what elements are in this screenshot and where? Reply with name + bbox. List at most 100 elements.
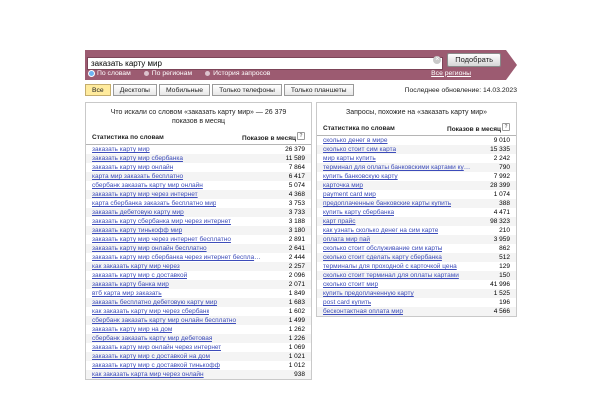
all-regions-link[interactable]: Все регионы [431, 69, 471, 77]
impressions-value: 2 096 [288, 272, 305, 280]
mode-tab-by-words[interactable]: По словам [89, 70, 131, 77]
table-row: заказать карту мир с доставкой на дом 1 0… [86, 352, 311, 362]
impressions-value: 3 753 [288, 200, 305, 208]
impressions-value: 1 525 [493, 290, 510, 298]
table-row: как заказать карту мир через сбербанк 1 6… [86, 307, 311, 316]
keyword-link[interactable]: купить предоплаченную карту [323, 290, 414, 298]
table-row: карточка мир 28 399 [317, 181, 516, 191]
keyword-link[interactable]: заказать карту мир на дом [92, 326, 173, 334]
keyword-link[interactable]: карта мир заказать бесплатно [92, 173, 184, 181]
table-row: как заказать карта мир через онлайн 938 [86, 370, 311, 380]
keyword-link[interactable]: как заказать карта мир через онлайн [92, 371, 204, 379]
table-row: сколько стоит обслуживание сим карты 862 [317, 244, 516, 253]
keyword-link[interactable]: заказать карту мир сбербанка [92, 155, 183, 163]
keyword-link[interactable]: заказать карту мир через интернет беспла… [92, 236, 231, 244]
keyword-link[interactable]: сбербанк заказать карту мир онлайн [92, 182, 203, 190]
keyword-link[interactable]: сколько стоит сделать карту сбербанка [323, 254, 442, 262]
impressions-value: 3 959 [493, 236, 510, 244]
keyword-link[interactable]: карта сбербанка заказать бесплатно мир [92, 200, 217, 208]
keyword-link[interactable]: заказать карту мир с доставкой на дом [92, 353, 210, 361]
keyword-link[interactable]: заказать бесплатно дебетовую карту мир [92, 299, 218, 307]
impressions-value: 150 [499, 272, 510, 280]
device-tab-all[interactable]: Все [85, 84, 111, 96]
table-row: сбербанк заказать карту мир онлайн 5 074 [86, 181, 311, 190]
panel-searched-with-word: Что искали со словом «заказать карту мир… [85, 102, 312, 381]
search-input[interactable] [87, 57, 443, 70]
table-row: заказать карту мир сбербанка через интер… [86, 253, 311, 262]
impressions-value: 98 323 [490, 218, 510, 226]
search-bar: × Подобрать [85, 50, 517, 67]
help-icon[interactable]: ? [502, 123, 510, 131]
keyword-link[interactable]: заказать карту тинькофф мир [92, 227, 183, 235]
keyword-link[interactable]: сколько стоит терминал для оплаты картам… [323, 272, 459, 280]
keyword-link[interactable]: сколько денег в мире [323, 137, 388, 145]
keyword-link[interactable]: мир карты купить [323, 155, 376, 163]
keyword-link[interactable]: заказать карту мир с доставкой тинькофф [92, 362, 220, 370]
column-count-header: Показов в месяц? [242, 132, 305, 142]
impressions-value: 3 180 [288, 227, 305, 235]
keyword-link[interactable]: заказать карту мир онлайн [92, 164, 174, 172]
keyword-link[interactable]: терминалы для проходной с карточкой цена [323, 263, 457, 271]
keyword-link[interactable]: оплата мир пай [323, 236, 371, 244]
impressions-value: 15 335 [490, 146, 510, 154]
impressions-value: 2 641 [288, 245, 305, 253]
impressions-value: 4 471 [493, 209, 510, 217]
keyword-link[interactable]: заказать карту мир с доставкой [92, 272, 188, 280]
keyword-link[interactable]: купить карту сбербанка [323, 209, 395, 217]
table-row: купить карту сбербанка 4 471 [317, 208, 516, 217]
impressions-value: 5 074 [288, 182, 305, 190]
table-row: сбербанк заказать карту мир дебетовая 1 2… [86, 334, 311, 344]
mode-tab-history[interactable]: История запросов [205, 70, 270, 77]
table-row: сколько стоит сделать карту сбербанка 512 [317, 253, 516, 263]
keyword-link[interactable]: заказать карту мир онлайн через интернет [92, 344, 222, 352]
keyword-link[interactable]: предоплаченные банковские карты купить [323, 200, 452, 208]
column-word-header: Статистика по словам [92, 133, 164, 141]
keyword-link[interactable]: втб карта мир заказать [92, 290, 162, 298]
keyword-link[interactable]: заказать карту банка мир [92, 281, 169, 289]
device-tab-phones-only[interactable]: Только телефоны [212, 84, 282, 96]
keyword-link[interactable]: post card купить [323, 299, 372, 307]
keyword-link[interactable]: карточка мир [323, 182, 363, 190]
keyword-link[interactable]: payment card мир [323, 191, 376, 199]
table-row: сколько стоит сим карта 15 335 [317, 145, 516, 155]
keyword-link[interactable]: сбербанк заказать карту мир онлайн беспл… [92, 317, 237, 325]
table-row: заказать карту сбербанка мир через интер… [86, 217, 311, 226]
table-row: заказать карту мир онлайн 7 864 [86, 163, 311, 172]
mode-tab-by-regions[interactable]: По регионам [144, 70, 192, 77]
radio-icon [144, 71, 149, 76]
keyword-link[interactable]: купить банковскую карту [323, 173, 398, 181]
keyword-link[interactable]: заказать карту мир [92, 146, 150, 154]
keyword-link[interactable]: карт прайс [323, 218, 356, 226]
table-row: заказать карту тинькофф мир 3 180 [86, 226, 311, 236]
keyword-link[interactable]: сколько стоит мир [323, 281, 379, 289]
device-tab-mobile[interactable]: Мобильные [158, 84, 211, 96]
device-tab-tablets-only[interactable]: Только планшеты [283, 84, 354, 96]
impressions-value: 2 071 [288, 281, 305, 289]
keyword-link[interactable]: заказать карту мир сбербанка через интер… [92, 254, 263, 262]
table-row: бесконтактная оплата мир 4 566 [317, 307, 516, 317]
table-row: мир карты купить 2 242 [317, 154, 516, 163]
keyword-link[interactable]: бесконтактная оплата мир [323, 308, 404, 316]
impressions-value: 6 417 [288, 173, 305, 181]
clear-search-icon[interactable]: × [435, 55, 440, 63]
keyword-link[interactable]: заказать карту мир через интернет [92, 191, 198, 199]
submit-button[interactable]: Подобрать [447, 53, 501, 67]
column-count-header: Показов в месяц? [447, 123, 510, 133]
keyword-link[interactable]: как заказать карту мир через [92, 263, 180, 271]
keyword-link[interactable]: сколько стоит сим карта [323, 146, 397, 154]
radio-icon [205, 71, 210, 76]
impressions-value: 1 849 [288, 290, 305, 298]
search-input-wrap: × [87, 53, 443, 66]
keyword-link[interactable]: терминал для оплаты банковскими картами … [323, 164, 473, 172]
keyword-link[interactable]: заказать карту сбербанка мир через интер… [92, 218, 231, 226]
impressions-value: 11 589 [285, 155, 305, 163]
keyword-link[interactable]: сбербанк заказать карту мир дебетовая [92, 335, 213, 343]
impressions-value: 862 [499, 245, 510, 253]
help-icon[interactable]: ? [297, 132, 305, 140]
keyword-link[interactable]: как узнать сколько денег на сим карте [323, 227, 439, 235]
device-tab-desktop[interactable]: Десктопы [112, 84, 157, 96]
keyword-link[interactable]: сколько стоит обслуживание сим карты [323, 245, 443, 253]
keyword-link[interactable]: заказать карту мир онлайн бесплатно [92, 245, 207, 253]
keyword-link[interactable]: заказать дебетовую карту мир [92, 209, 184, 217]
keyword-link[interactable]: как заказать карту мир через сбербанк [92, 308, 210, 316]
